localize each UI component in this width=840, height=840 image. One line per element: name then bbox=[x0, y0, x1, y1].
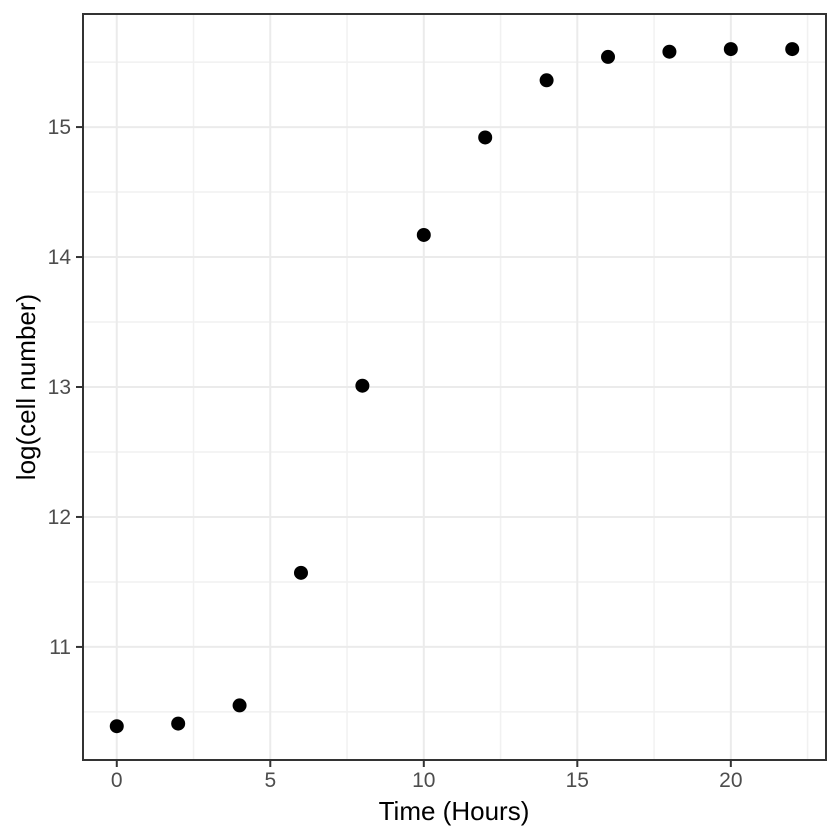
data-point bbox=[539, 73, 554, 88]
data-point bbox=[785, 42, 800, 57]
data-point bbox=[355, 378, 370, 393]
y-tick-label: 11 bbox=[49, 636, 71, 659]
data-point bbox=[171, 716, 186, 731]
y-tick-label: 12 bbox=[48, 506, 71, 529]
panel-border bbox=[82, 13, 827, 761]
x-tick-label: 20 bbox=[719, 769, 742, 792]
y-tick-label: 14 bbox=[48, 246, 72, 269]
data-point bbox=[109, 719, 124, 734]
x-tick-label: 15 bbox=[566, 769, 589, 792]
x-tick-label: 5 bbox=[264, 769, 276, 792]
grid-layer bbox=[83, 14, 826, 760]
y-tick-label: 13 bbox=[48, 376, 71, 399]
data-point bbox=[293, 565, 308, 580]
x-tick-label: 0 bbox=[111, 769, 123, 792]
y-axis-title: log(cell number) bbox=[11, 294, 41, 480]
data-point bbox=[723, 42, 738, 57]
x-axis-title: Time (Hours) bbox=[379, 796, 530, 826]
data-point bbox=[478, 130, 493, 145]
x-tick-label: 10 bbox=[412, 769, 435, 792]
data-point bbox=[662, 44, 677, 59]
data-point bbox=[416, 227, 431, 242]
y-tick-label: 15 bbox=[48, 116, 71, 139]
tick-layer: 0 5 10 15 20 11 12 13 14 15 bbox=[48, 116, 743, 792]
data-point bbox=[232, 698, 247, 713]
point-layer bbox=[109, 42, 800, 734]
data-point bbox=[601, 49, 616, 64]
